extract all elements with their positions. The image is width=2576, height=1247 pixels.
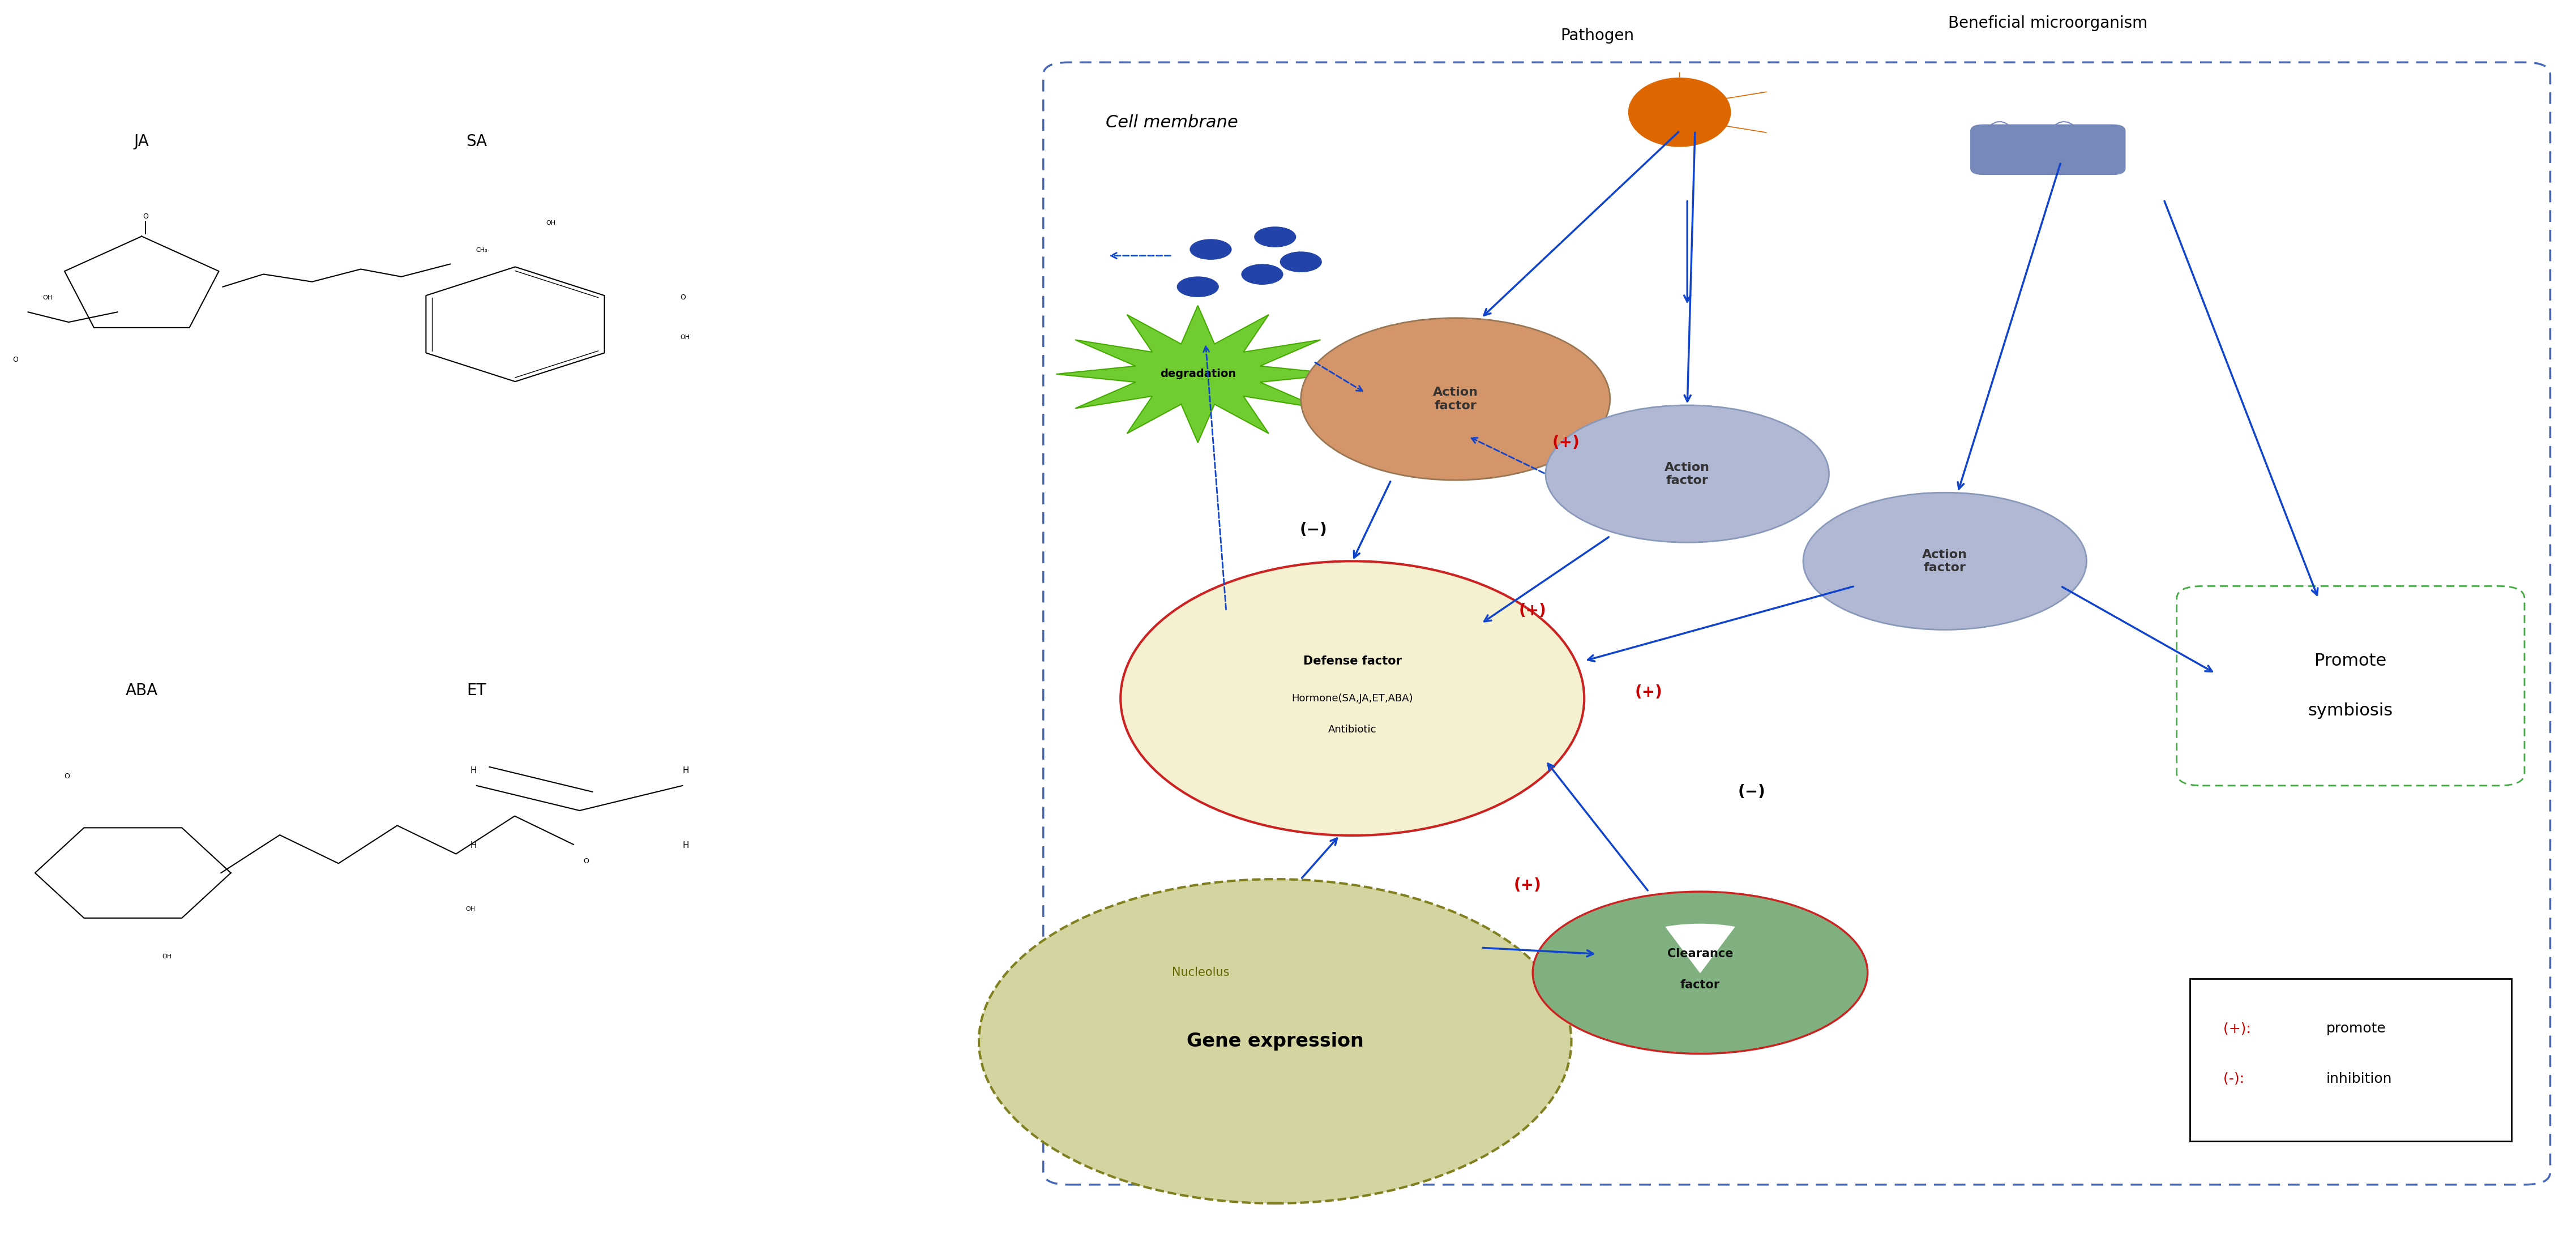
Text: (+): (+)	[1515, 878, 1540, 893]
Text: Defense factor: Defense factor	[1303, 655, 1401, 667]
Text: ABA: ABA	[126, 682, 157, 698]
Text: OH: OH	[680, 334, 690, 340]
Text: O: O	[582, 858, 590, 865]
Text: OH: OH	[162, 954, 173, 959]
Text: inhibition: inhibition	[2326, 1072, 2393, 1085]
Text: Beneficial microorganism: Beneficial microorganism	[1947, 15, 2148, 31]
Text: Action
factor: Action factor	[1922, 549, 1968, 574]
Ellipse shape	[979, 879, 1571, 1203]
Text: Gene expression: Gene expression	[1188, 1033, 1363, 1050]
Text: Nucleolus: Nucleolus	[1172, 966, 1229, 979]
Text: promote: promote	[2326, 1023, 2385, 1035]
Text: (+): (+)	[1520, 604, 1546, 619]
Text: degradation: degradation	[1159, 369, 1236, 379]
Text: (−): (−)	[1739, 784, 1765, 799]
Text: Promote: Promote	[2316, 652, 2385, 670]
Text: ET: ET	[466, 682, 487, 698]
Text: H: H	[469, 842, 477, 849]
Text: (+): (+)	[1636, 685, 1662, 700]
Text: CH₃: CH₃	[477, 247, 487, 253]
Text: JA: JA	[134, 133, 149, 150]
Ellipse shape	[1546, 405, 1829, 542]
Text: (−): (−)	[1301, 522, 1327, 537]
FancyBboxPatch shape	[1971, 125, 2125, 175]
Circle shape	[1190, 239, 1231, 259]
Text: Antibiotic: Antibiotic	[1329, 725, 1376, 734]
Text: H: H	[683, 842, 690, 849]
Text: OH: OH	[44, 296, 52, 301]
Text: (+):: (+):	[2223, 1023, 2254, 1035]
Text: Pathogen: Pathogen	[1561, 27, 1633, 44]
Circle shape	[1255, 227, 1296, 247]
Text: Clearance: Clearance	[1667, 948, 1734, 960]
Ellipse shape	[1628, 79, 1731, 147]
Ellipse shape	[1803, 493, 2087, 630]
Text: Cell membrane: Cell membrane	[1105, 115, 1239, 131]
Text: factor: factor	[1680, 979, 1721, 991]
Wedge shape	[1667, 924, 1734, 973]
Text: H: H	[469, 767, 477, 774]
Circle shape	[1177, 277, 1218, 297]
Circle shape	[1242, 264, 1283, 284]
Text: H: H	[683, 767, 690, 774]
Text: symbiosis: symbiosis	[2308, 702, 2393, 720]
Text: (-):: (-):	[2223, 1072, 2249, 1085]
Ellipse shape	[1121, 561, 1584, 835]
Text: O: O	[680, 293, 685, 301]
Text: OH: OH	[546, 219, 556, 226]
Polygon shape	[1056, 306, 1340, 443]
Text: Action
factor: Action factor	[1664, 461, 1710, 486]
Text: O: O	[64, 772, 70, 779]
Text: Action
factor: Action factor	[1432, 387, 1479, 412]
Text: O: O	[142, 213, 149, 221]
Ellipse shape	[1301, 318, 1610, 480]
Text: SA: SA	[466, 133, 487, 150]
Ellipse shape	[1533, 892, 1868, 1054]
Text: O: O	[13, 357, 18, 364]
Text: (+): (+)	[1553, 435, 1579, 450]
Text: Hormone(SA,JA,ET,ABA): Hormone(SA,JA,ET,ABA)	[1291, 693, 1414, 703]
Text: OH: OH	[466, 907, 477, 912]
Circle shape	[1280, 252, 1321, 272]
